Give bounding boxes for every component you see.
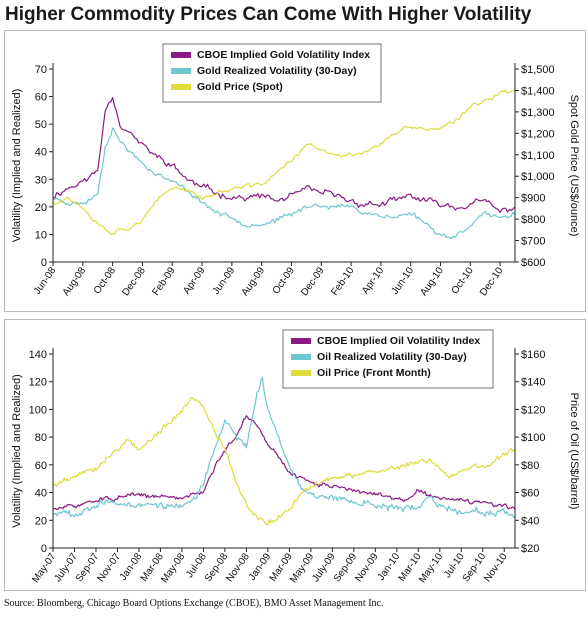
- y-tick-label: 120: [29, 377, 47, 389]
- y-tick-label: 100: [29, 404, 47, 416]
- legend-label: Oil Realized Volatility (30-Day): [317, 351, 467, 363]
- y2-tick-label: $120: [521, 404, 545, 416]
- y2-tick-label: $80: [521, 460, 539, 472]
- oil-chart-panel: 0 20 40 60 80 100 120 140 $20 $40 $60 $80 $100 $120 $1…: [4, 319, 586, 591]
- legend-swatch: [171, 52, 191, 58]
- y-tick-label: 50: [35, 119, 47, 131]
- x-tick-label: Nov-10: [482, 551, 510, 584]
- y-tick-label: 10: [35, 229, 47, 241]
- legend-label: CBOE Implied Oil Volatility Index: [317, 335, 480, 347]
- x-tick-label: Feb-10: [329, 265, 356, 298]
- y-tick-label: 60: [35, 92, 47, 104]
- y2-axis-title: Spot Gold Price (US$/ounce): [568, 95, 580, 237]
- x-tick-label: Dec-09: [299, 265, 327, 298]
- y-tick-label: 40: [35, 147, 47, 159]
- y-tick-label: 80: [35, 432, 47, 444]
- y2-tick-label: $1,300: [521, 107, 555, 119]
- series-line-implied: [52, 415, 516, 511]
- y2-tick-label: $900: [521, 193, 545, 205]
- x-tick-label: Oct-10: [450, 265, 476, 296]
- legend-label: Gold Realized Volatility (30-Day): [197, 65, 357, 77]
- y2-tick-label: $40: [521, 515, 539, 527]
- y-tick-label: 140: [29, 349, 47, 361]
- y2-tick-label: $140: [521, 377, 545, 389]
- x-tick-label: Apr-10: [360, 265, 386, 296]
- y2-tick-label: $1,500: [521, 64, 555, 76]
- y2-tick-label: $1,200: [521, 128, 555, 140]
- legend-box: [162, 43, 382, 103]
- y2-tick-label: $160: [521, 349, 545, 361]
- y-tick-label: 20: [35, 202, 47, 214]
- series-line-realized: [52, 376, 515, 519]
- y2-tick-label: $100: [521, 432, 545, 444]
- y-tick-label: 30: [35, 174, 47, 186]
- y-tick-label: 40: [35, 488, 47, 500]
- y2-tick-label: $800: [521, 214, 545, 226]
- series-line-realized: [52, 127, 516, 240]
- x-tick-label: Dec-10: [478, 265, 506, 298]
- series-line-implied: [53, 97, 516, 213]
- y-tick-label: 0: [41, 257, 47, 269]
- x-tick-label: Oct-09: [271, 265, 297, 296]
- figure-title: Higher Commodity Prices Can Come With Hi…: [5, 4, 532, 25]
- y-tick-label: 60: [35, 460, 47, 472]
- y-tick-label: 20: [35, 515, 47, 527]
- legend-box: [282, 329, 494, 389]
- y2-tick-label: $700: [521, 236, 545, 248]
- y2-tick-label: $1,100: [521, 150, 555, 162]
- gold-volatility-chart: 0 10 20 30 40 50 60 70 $600 $700 $800 $900 $1,000 $1,…: [11, 43, 580, 298]
- x-tick-label: Nov-09: [353, 551, 381, 584]
- y2-tick-label: $1,400: [521, 85, 555, 97]
- legend-swatch: [171, 68, 191, 74]
- y-tick-label: 70: [35, 64, 47, 76]
- legend-label: Oil Price (Front Month): [317, 367, 431, 379]
- x-tick-label: Jun-08: [32, 265, 59, 297]
- x-tick-label: Jun-09: [211, 265, 238, 297]
- x-tick-label: Dec-08: [120, 265, 148, 298]
- y2-tick-label: $20: [521, 543, 539, 555]
- x-tick-label: Nov-07: [95, 551, 123, 584]
- x-tick-label: Aug-08: [61, 265, 89, 298]
- x-tick-label: Jun-10: [390, 265, 417, 297]
- legend-swatch: [291, 338, 311, 344]
- y-tick-label: 0: [41, 543, 47, 555]
- source-note: Source: Bloomberg, Chicago Board Options…: [4, 598, 384, 609]
- y2-axis-title: Price of Oil (US$/barrel): [568, 393, 580, 510]
- x-tick-label: Apr-09: [181, 265, 207, 296]
- series-line-price: [52, 89, 516, 235]
- x-tick-label: Aug-09: [240, 265, 268, 298]
- legend-swatch: [291, 354, 311, 360]
- x-tick-label: Oct-08: [92, 265, 118, 296]
- oil-volatility-chart: 0 20 40 60 80 100 120 140 $20 $40 $60 $80 $100 $120 $1…: [11, 329, 580, 585]
- legend-swatch: [171, 84, 191, 90]
- y-axis-title: Volatility (Implied and Realized): [11, 374, 23, 527]
- series-line-price: [52, 396, 516, 526]
- x-tick-label: Aug-10: [418, 265, 446, 298]
- y-axis-title: Volatility (Implied and Realized): [11, 89, 23, 242]
- x-tick-label: Nov-08: [224, 551, 252, 584]
- y2-tick-label: $1,000: [521, 171, 555, 183]
- legend-label: Gold Price (Spot): [197, 81, 283, 93]
- legend-label: CBOE Implied Gold Volatility Index: [197, 49, 370, 61]
- x-tick-label: Feb-09: [150, 265, 177, 298]
- y2-tick-label: $60: [521, 488, 539, 500]
- y2-tick-label: $600: [521, 257, 545, 269]
- legend-swatch: [291, 370, 311, 376]
- gold-chart-panel: 0 10 20 30 40 50 60 70 $600 $700 $800 $900 $1,000 $1,…: [4, 30, 586, 312]
